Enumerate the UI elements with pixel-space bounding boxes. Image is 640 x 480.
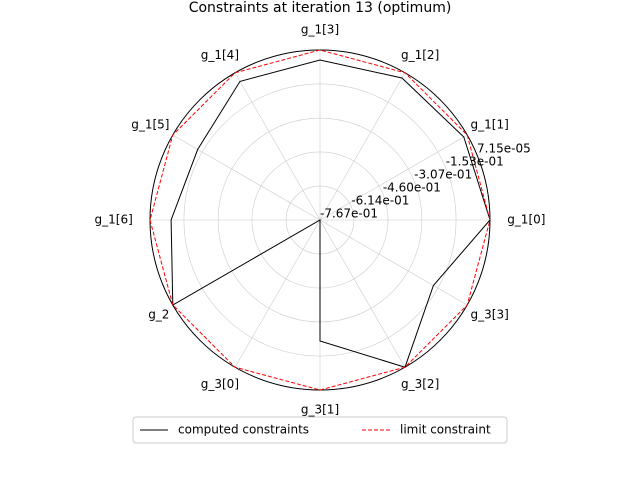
category-label: g_1[6]: [95, 213, 133, 227]
category-label: g_3[1]: [301, 403, 339, 417]
category-label: g_3[0]: [201, 377, 239, 391]
spoke: [172, 134, 321, 221]
category-label: g_3[2]: [401, 377, 439, 391]
series-line: [149, 49, 491, 391]
spoke: [234, 219, 321, 368]
category-label: g_1[3]: [301, 23, 339, 37]
spoke: [234, 72, 321, 221]
legend-label: limit constraint: [400, 423, 491, 437]
category-label: g_1[4]: [201, 48, 239, 62]
radial-tick-label: -1.53e-01: [446, 154, 504, 168]
category-label: g_1[0]: [507, 213, 545, 227]
category-label: g_1[5]: [131, 118, 169, 132]
category-label: g_2: [148, 308, 169, 322]
spoke: [319, 219, 406, 368]
chart-title: Constraints at iteration 13 (optimum): [189, 0, 452, 16]
radial-tick-label: -4.60e-01: [383, 180, 441, 194]
radial-tick-label: 7.15e-05: [477, 141, 531, 155]
legend-label: computed constraints: [178, 423, 309, 437]
spoke: [319, 134, 468, 221]
radial-tick-label: -3.07e-01: [414, 167, 472, 181]
category-label: g_1[1]: [471, 118, 509, 132]
spoke: [319, 219, 468, 306]
radial-tick-label: -6.14e-01: [351, 194, 409, 208]
category-label: g_3[3]: [471, 308, 509, 322]
spoke: [319, 72, 406, 221]
legend-box: [132, 416, 508, 444]
category-label: g_1[2]: [401, 48, 439, 62]
radial-tick-label: -7.67e-01: [320, 207, 378, 221]
